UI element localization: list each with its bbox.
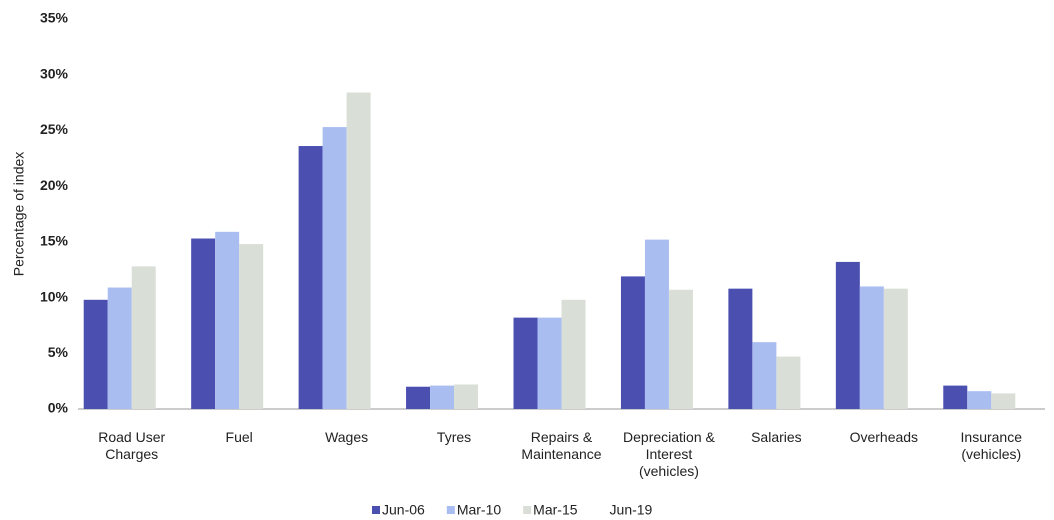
legend-swatch [446,506,455,514]
bar [346,92,371,410]
bar [728,288,753,409]
y-tick-label: 35% [40,10,69,26]
y-tick-label: 25% [40,121,69,137]
y-tick-label: 20% [40,177,69,193]
bar [454,384,479,409]
bar [191,238,216,409]
bar [131,266,156,409]
legend-swatch [599,506,608,514]
bar [668,289,693,409]
legend-swatch [372,506,380,514]
bar [83,299,108,409]
x-tick-label: Tyres [436,429,472,445]
bar [298,146,323,409]
bar [991,393,1016,409]
x-tick-label: Salaries [751,429,802,445]
bar [215,231,240,409]
legend-label: Jun-19 [610,502,653,518]
y-tick-label: 0% [48,400,69,416]
x-tick-label: Overheads [849,429,919,445]
bar [835,261,860,409]
x-tick-label: Depreciation & Interest (vehicles) [623,429,715,479]
bar [561,299,586,409]
legend-swatch [523,506,532,514]
bar [943,385,968,409]
y-axis-label: Percentage of index [11,152,27,277]
y-tick-label: 30% [40,65,69,81]
y-tick-label: 15% [40,233,69,249]
x-tick-label: Wages [325,429,369,445]
bar [776,356,801,409]
bar [537,317,562,409]
x-tick-label: Fuel [225,429,253,445]
y-tick-label: 10% [40,288,69,304]
legend-label: Mar-15 [533,502,578,518]
bar [406,386,431,409]
y-tick-label: 5% [48,344,69,360]
bar [322,127,347,409]
bar [430,385,455,409]
bar [620,276,645,409]
legend-label: Mar-10 [457,502,502,518]
bar [513,317,538,409]
bar [644,239,669,409]
bar [883,288,908,409]
bar [967,391,992,409]
bar [239,244,264,409]
x-tick-label: Repairs & Maintenance [521,429,602,462]
x-tick-label: Insurance (vehicles) [960,429,1022,462]
bar [752,342,777,409]
x-tick-label: Road User Charges [98,429,166,462]
bar [107,287,132,409]
legend-label: Jun-06 [382,502,425,518]
bar [859,286,884,409]
